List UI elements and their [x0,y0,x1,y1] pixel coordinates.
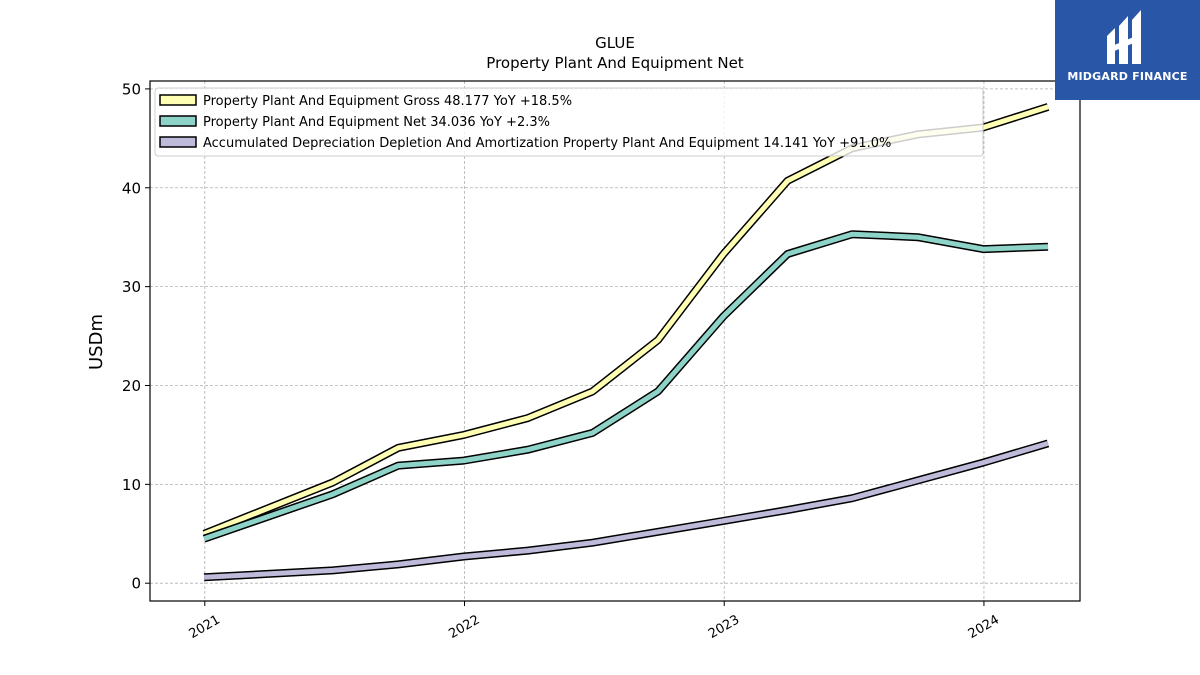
legend-swatch [159,94,197,106]
brand-logo: MIDGARD FINANCE [1055,0,1200,100]
grid [150,81,1080,601]
series-line [203,441,1049,580]
y-tick-label: 50 [122,80,141,98]
x-tick-label: 2024 [966,612,1002,642]
series-line [203,231,1049,542]
y-axis: 0 10 20 30 40 50 [122,80,150,593]
series-1 [202,103,1050,538]
series-2 [202,230,1049,543]
legend-entry: Property Plant And Equipment Gross 48.17… [203,94,572,109]
legend-entry: Accumulated Depreciation Depletion And A… [203,136,891,151]
y-tick-label: 20 [122,377,141,395]
legend-swatch [159,115,197,127]
legend: Property Plant And Equipment Gross 48.17… [154,87,984,157]
x-axis: 2021 2022 2023 2024 [187,601,1002,642]
x-tick-label: 2021 [187,612,223,642]
series-line [203,104,1049,537]
legend-box [154,87,984,157]
x-tick-label: 2023 [706,612,742,642]
plot-frame [149,80,1081,602]
legend-swatch [159,136,197,148]
series-line-outline [203,439,1050,582]
chart-title: GLUE [595,34,635,52]
y-axis-label: USDm [86,314,107,370]
series-3 [203,439,1050,582]
y-tick-label: 30 [122,278,141,296]
y-tick-label: 40 [122,179,141,197]
series-lines [202,103,1050,582]
legend-entry: Property Plant And Equipment Net 34.036 … [203,115,550,130]
chart-subtitle: Property Plant And Equipment Net [486,54,743,72]
y-tick-label: 10 [122,476,141,494]
y-tick-label: 0 [131,575,141,593]
brand-name: MIDGARD FINANCE [1067,70,1188,83]
x-tick-label: 2022 [446,612,482,642]
brand-logo-icon [1107,10,1141,64]
series-line-outline [202,103,1050,538]
